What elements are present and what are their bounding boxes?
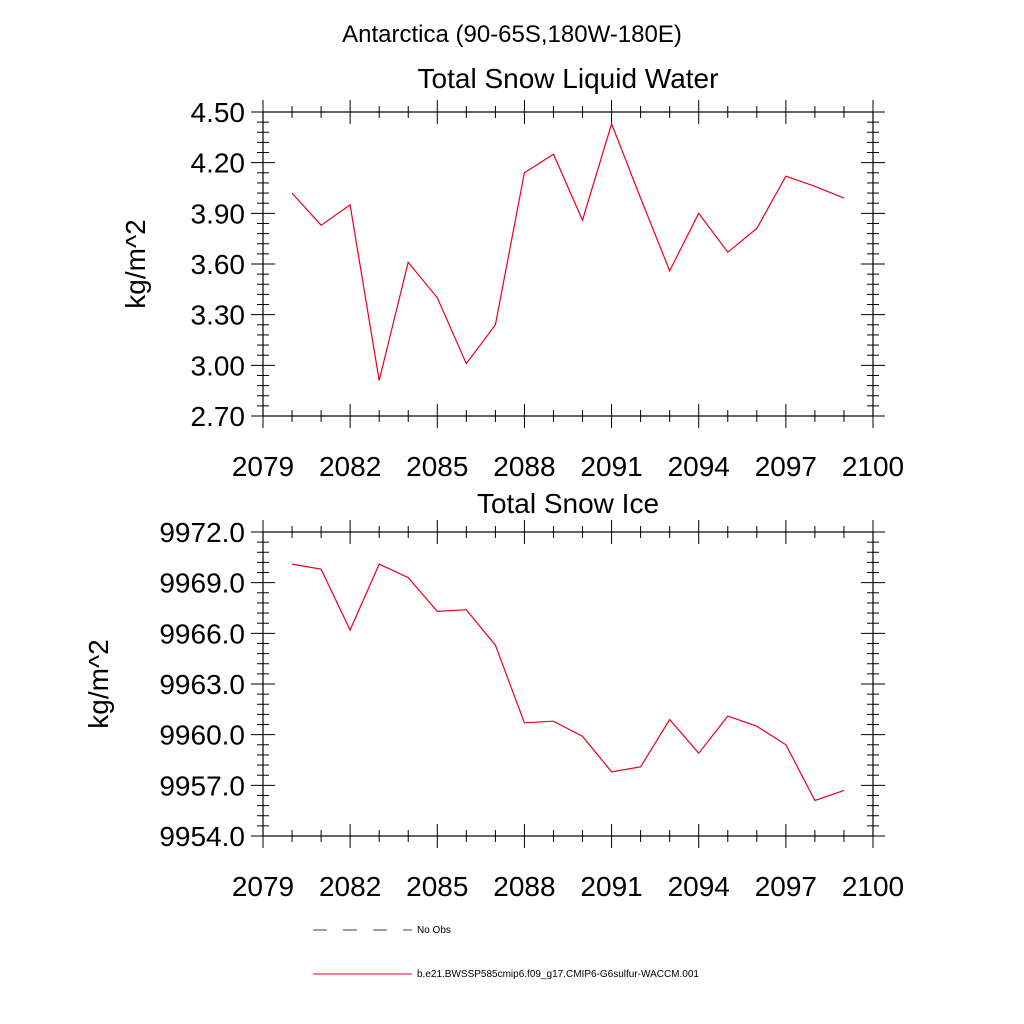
- y-axis-label: kg/m^2: [120, 219, 151, 308]
- y-tick-label: 9969.0: [159, 568, 245, 599]
- y-tick-label: 4.20: [191, 148, 246, 179]
- y-tick-label: 3.30: [191, 300, 246, 331]
- plot-frame: [262, 111, 874, 417]
- x-tick-label: 2094: [668, 871, 730, 902]
- y-tick-label: 9957.0: [159, 770, 245, 801]
- y-tick-label: 3.60: [191, 249, 246, 280]
- y-tick-label: 9972.0: [159, 517, 245, 548]
- panel-title: Total Snow Liquid Water: [418, 63, 719, 94]
- y-tick-label: 3.00: [191, 350, 246, 381]
- series-line: [291, 121, 845, 381]
- y-tick-label: 9960.0: [159, 720, 245, 751]
- series-line: [291, 563, 845, 802]
- x-tick-label: 2091: [580, 871, 642, 902]
- x-tick-label: 2085: [406, 871, 468, 902]
- panel-snow-ice: Total Snow Ice kg/m^2 2079 2082 2085 2088 20…: [83, 488, 904, 902]
- x-tick-label: 2079: [232, 451, 294, 482]
- x-tick-label: 2097: [755, 871, 817, 902]
- panel-snow-liquid-water: Total Snow Liquid Water kg/m^2 2079 2082 2…: [120, 63, 904, 482]
- x-tick-label: 2085: [406, 451, 468, 482]
- x-tick-label: 2100: [842, 451, 904, 482]
- y-tick-label: 3.90: [191, 198, 246, 229]
- y-tick-label: 4.50: [191, 97, 246, 128]
- legend: No Obs b.e21.BWSSP585cmip6.f09_g17.CMIP6…: [313, 925, 699, 980]
- x-tick-label: 2082: [319, 871, 381, 902]
- legend-obs-label: No Obs: [417, 925, 451, 936]
- panel-title: Total Snow Ice: [477, 488, 659, 519]
- y-tick-label: 2.70: [191, 401, 246, 432]
- y-tick-label: 9966.0: [159, 618, 245, 649]
- legend-model-label: b.e21.BWSSP585cmip6.f09_g17.CMIP6-G6sulf…: [417, 969, 699, 980]
- x-tick-label: 2088: [493, 451, 555, 482]
- main-title: Antarctica (90-65S,180W-180E): [342, 21, 682, 48]
- x-tick-label: 2100: [842, 871, 904, 902]
- y-axis-label: kg/m^2: [83, 639, 114, 728]
- x-tick-label: 2094: [668, 451, 730, 482]
- x-tick-label: 2079: [232, 871, 294, 902]
- y-tick-label: 9963.0: [159, 669, 245, 700]
- x-tick-label: 2088: [493, 871, 555, 902]
- x-tick-label: 2097: [755, 451, 817, 482]
- x-tick-label: 2082: [319, 451, 381, 482]
- y-tick-label: 9954.0: [159, 821, 245, 852]
- x-tick-label: 2091: [580, 451, 642, 482]
- plot-frame: [262, 531, 874, 837]
